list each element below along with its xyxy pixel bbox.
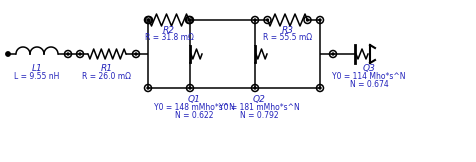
Text: R1: R1 [101,64,113,73]
Text: Y0 = 114 Mho*s^N: Y0 = 114 Mho*s^N [332,72,406,81]
Text: Y0 = 148 mMho*s^N: Y0 = 148 mMho*s^N [154,103,235,112]
Text: N = 0.674: N = 0.674 [350,80,388,89]
Circle shape [135,53,137,55]
Circle shape [147,87,149,89]
Circle shape [189,19,191,21]
Circle shape [319,19,321,21]
Circle shape [307,19,308,21]
Text: Q2: Q2 [253,95,266,104]
Circle shape [189,87,191,89]
Text: N = 0.792: N = 0.792 [240,111,278,120]
Circle shape [147,19,149,21]
Text: N = 0.622: N = 0.622 [175,111,213,120]
Text: R2: R2 [163,26,175,35]
Circle shape [79,53,81,55]
Text: Y0 = 181 mMho*s^N: Y0 = 181 mMho*s^N [218,103,299,112]
Circle shape [332,53,334,55]
Circle shape [148,19,150,21]
Text: R = 55.5 mΩ: R = 55.5 mΩ [263,33,312,42]
Circle shape [6,52,10,56]
Text: Q1: Q1 [188,95,200,104]
Circle shape [254,19,256,21]
Circle shape [267,19,268,21]
Circle shape [254,87,256,89]
Text: R = 26.0 mΩ: R = 26.0 mΩ [82,72,131,81]
Circle shape [188,19,190,21]
Text: R3: R3 [281,26,294,35]
Circle shape [67,53,69,55]
Text: L = 9.55 nH: L = 9.55 nH [14,72,60,81]
Circle shape [319,87,321,89]
Text: L1: L1 [31,64,42,73]
Text: Q3: Q3 [363,64,376,73]
Text: R = 31.8 mΩ: R = 31.8 mΩ [145,33,193,42]
